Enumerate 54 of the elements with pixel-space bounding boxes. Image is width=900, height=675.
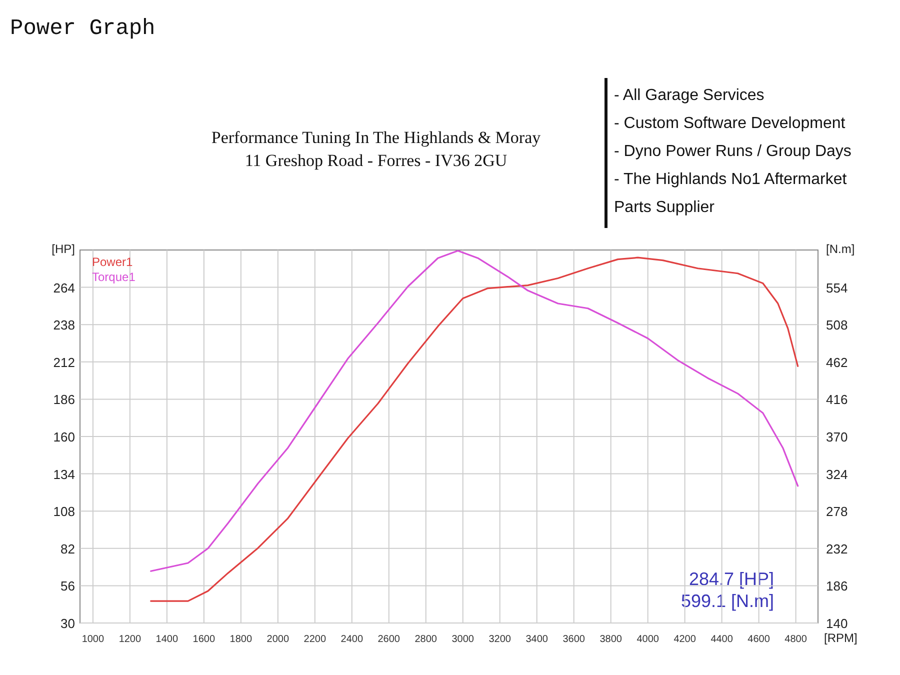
text: Parts Supplier [614,199,716,216]
text: Torque1 [92,270,136,284]
x-tick-label: 3800 [600,634,622,645]
y-tick-label: 134 [53,466,75,482]
x-tick-label: 1200 [118,634,142,645]
x-tick-label: 1800 [230,634,252,645]
x-tick-label: 4600 [748,634,770,645]
x-tick-label: 4000 [636,634,660,645]
text: - Custom Software Development [614,115,846,132]
y-tick-label: 212 [53,354,75,370]
y-tick-label: 160 [53,430,75,444]
y2-tick-label: 278 [826,504,848,520]
y-tick-label: 30 [60,616,75,631]
y-axis-title: [HP] [52,242,75,256]
x-tick-label: 3600 [562,634,586,645]
x-tick-label: 4400 [710,634,734,645]
y-tick-label: 108 [53,504,75,520]
chart-title: Power Graph [10,16,156,41]
x-tick-label: 1000 [82,634,105,645]
text: - All Garage Services [614,87,764,104]
y2-tick-label: 324 [826,466,848,482]
y-tick-label: 82 [60,541,75,556]
x-tick-label: 2600 [378,634,400,645]
y-tick-label: 238 [53,318,75,333]
text: - Dyno Power Runs / Group Days [614,143,852,160]
x-tick-label: 2000 [266,634,290,645]
x-tick-label: 4800 [784,634,808,645]
y2-tick-label: 416 [826,392,848,408]
x-tick-label: 3200 [488,634,512,645]
y2-tick-label: 508 [826,318,848,333]
x-tick-label: 3400 [526,634,548,645]
x-tick-label: 2800 [414,634,438,645]
y2-tick-label: 370 [826,430,848,444]
y2-tick-label: 140 [826,616,848,631]
y2-tick-label: 232 [826,541,848,556]
x-axis-title: [RPM] [824,631,858,645]
y-tick-label: 186 [53,392,75,408]
y-tick-label: 264 [53,280,75,296]
y2-axis-title: [N.m] [826,242,855,256]
text: Performance Tuning In The Highlands & Moray [211,128,542,147]
x-tick-label: 3000 [452,634,474,645]
annotation: 599.1 [N.m] [680,591,774,611]
text: - The Highlands No1 Aftermarket [614,171,848,188]
y2-tick-label: 554 [826,280,848,296]
x-tick-label: 4200 [674,634,696,645]
x-tick-label: 2200 [304,634,326,645]
y2-tick-label: 462 [826,354,848,370]
text: 11 Greshop Road - Forres - IV36 2GU [244,151,508,170]
text: Power1 [92,255,134,269]
x-tick-label: 1400 [156,634,178,645]
y2-tick-label: 186 [826,578,848,594]
x-tick-label: 1600 [192,634,216,645]
x-tick-label: 2400 [340,634,364,645]
y-tick-label: 56 [60,578,75,594]
